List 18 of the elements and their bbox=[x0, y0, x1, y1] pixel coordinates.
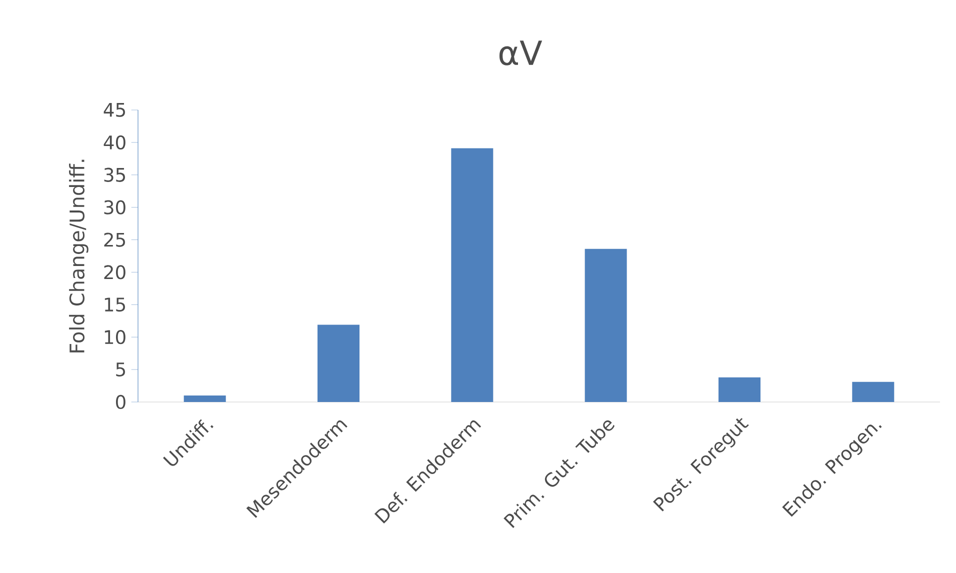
bar bbox=[318, 324, 360, 402]
y-tick-label: 45 bbox=[104, 103, 125, 117]
y-tick-label: 15 bbox=[104, 298, 125, 312]
bar bbox=[584, 248, 627, 402]
y-tick-label: 30 bbox=[104, 200, 126, 214]
bar bbox=[718, 377, 760, 402]
y-tick-label: 40 bbox=[104, 135, 126, 150]
y-axis-title: Fold Change/Undiff. bbox=[69, 160, 88, 352]
y-tick-label: 25 bbox=[104, 232, 125, 247]
y-tick-label: 5 bbox=[116, 362, 125, 376]
bar bbox=[184, 396, 226, 402]
y-tick-label: 0 bbox=[116, 394, 126, 410]
y-tick-label: 35 bbox=[104, 168, 125, 182]
bar bbox=[852, 382, 894, 402]
y-tick-label: 10 bbox=[104, 330, 126, 344]
y-tick-label: 20 bbox=[104, 265, 126, 280]
chart-title: αV bbox=[499, 40, 542, 66]
bar bbox=[451, 148, 494, 402]
